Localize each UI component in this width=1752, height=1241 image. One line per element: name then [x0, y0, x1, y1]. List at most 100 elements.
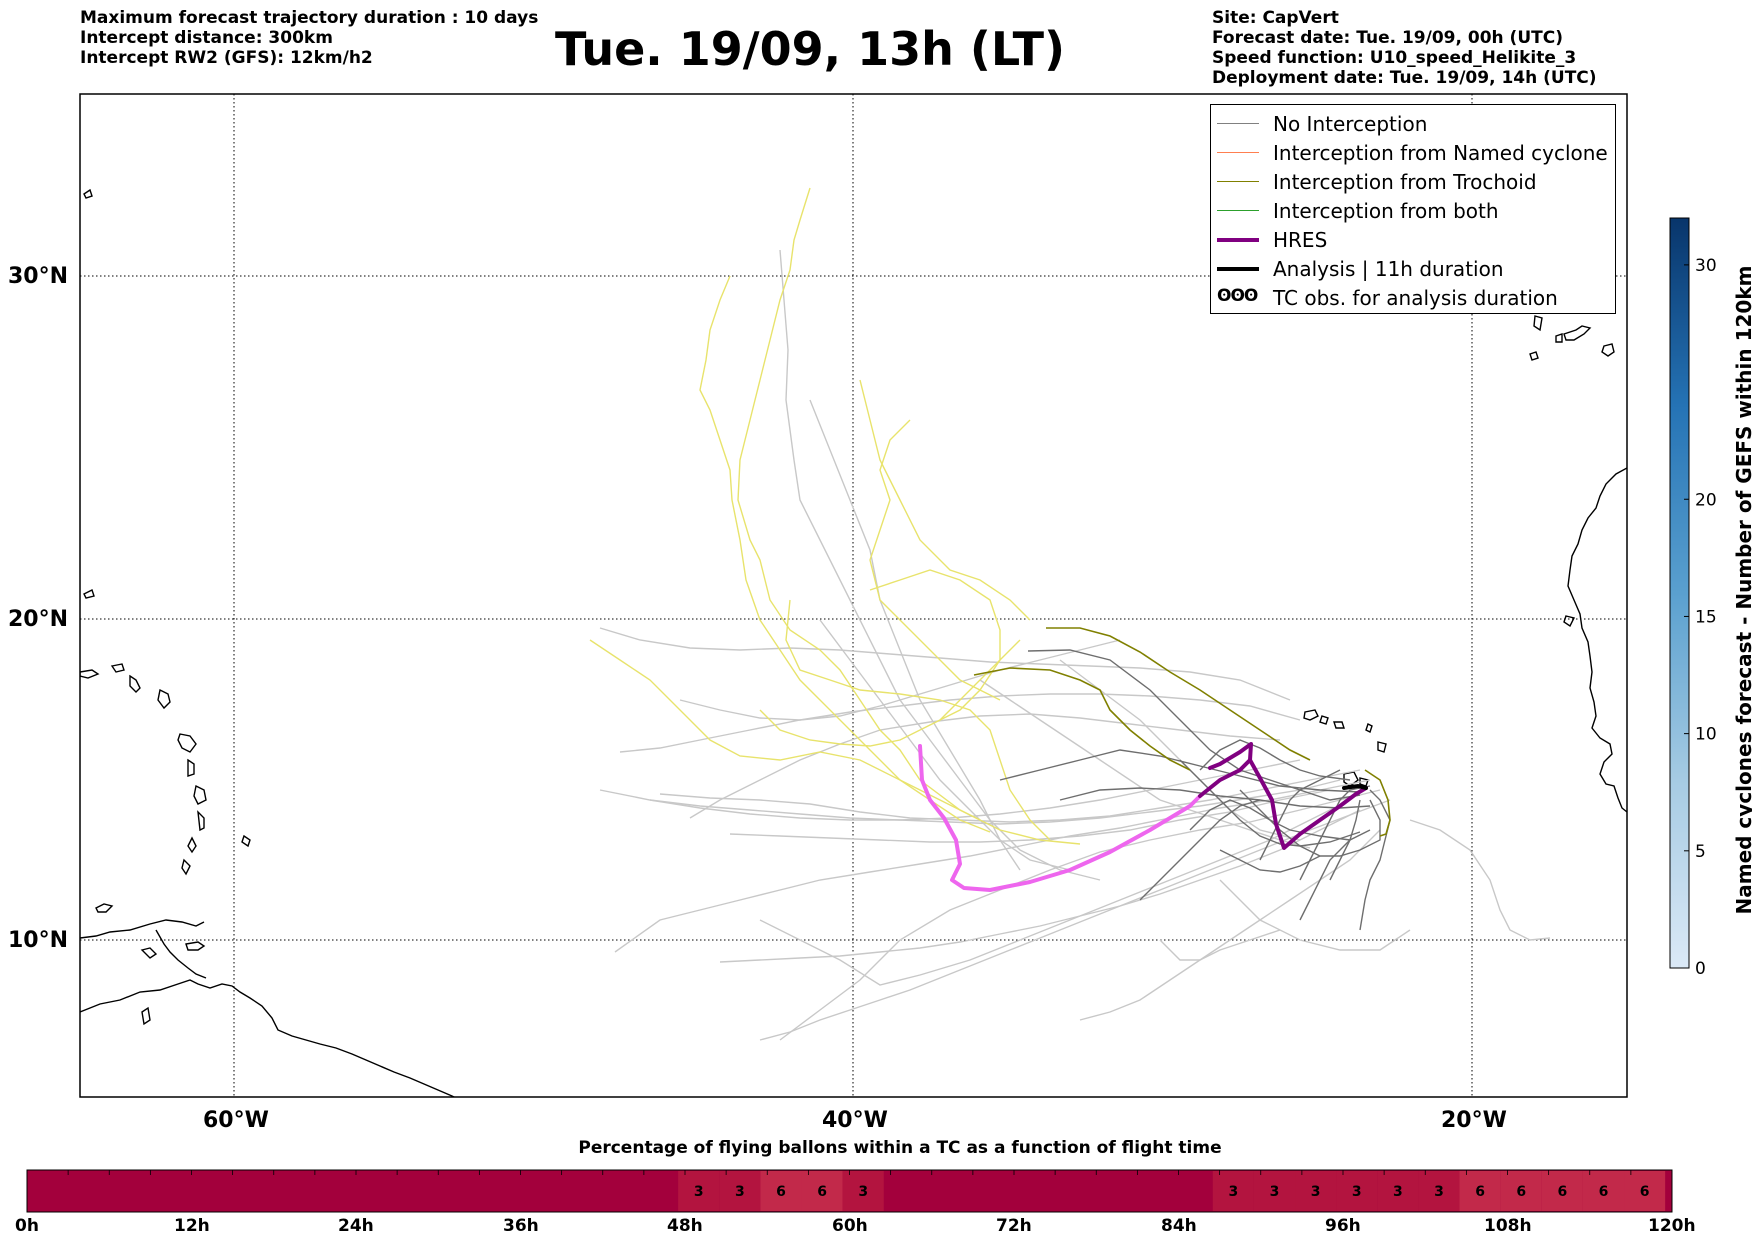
timeline-label: 108h [1484, 1216, 1532, 1236]
timeline-label: 0h [15, 1216, 39, 1236]
page-title: Tue. 19/09, 13h (LT) [555, 22, 1065, 76]
header-right-line: Deployment date: Tue. 19/09, 14h (UTC) [1212, 68, 1597, 88]
legend-swatch [1217, 259, 1259, 279]
timeline-cell-value: 3 [1311, 1184, 1321, 1200]
timeline-cell [719, 1171, 761, 1211]
timeline-cell-value: 3 [1270, 1184, 1280, 1200]
timeline-cell [1418, 1171, 1460, 1211]
lon-label: 20°W [1441, 1108, 1507, 1133]
timeline-label: 96h [1325, 1216, 1361, 1236]
legend-label: Interception from Trochoid [1273, 169, 1537, 194]
coastline-americas [80, 188, 456, 1097]
timeline-label: 24h [338, 1216, 374, 1236]
lat-label: 30°N [8, 264, 69, 289]
legend-item-named-cyclone: Interception from Named cyclone [1211, 138, 1615, 167]
timeline-cell-value: 6 [776, 1184, 786, 1200]
timeline-cell-value: 6 [1516, 1184, 1526, 1200]
timeline-cell-value: 6 [1640, 1184, 1650, 1200]
legend-label: Analysis | 11h duration [1273, 256, 1504, 281]
timeline-cell-value: 3 [1393, 1184, 1403, 1200]
lon-label: 60°W [203, 1108, 269, 1133]
tracks-no-interception-dark [999, 649, 1391, 931]
legend: No Interception Interception from Named … [1210, 104, 1616, 314]
timeline-cell-value: 3 [1228, 1184, 1238, 1200]
colorbar-tick-label: 0 [1695, 959, 1706, 979]
timeline-title: Percentage of flying ballons within a TC… [578, 1138, 1222, 1158]
timeline-cell-value: 6 [1475, 1184, 1485, 1200]
lat-label: 20°N [8, 607, 69, 632]
tracks-trochoid [973, 627, 1391, 837]
tracks-yellow [589, 187, 1081, 845]
legend-item-both: Interception from both [1211, 196, 1615, 225]
timeline-ticks [26, 1170, 1673, 1175]
legend-label: HRES [1273, 227, 1328, 252]
timeline-cell [801, 1171, 843, 1211]
timeline-cell [1624, 1171, 1666, 1211]
timeline-cell [760, 1171, 802, 1211]
timeline-label: 72h [996, 1216, 1032, 1236]
legend-swatch [1217, 230, 1259, 250]
header-right-line: Site: CapVert [1212, 8, 1339, 28]
legend-label: TC obs. for analysis duration [1273, 285, 1558, 310]
header-right-line: Forecast date: Tue. 19/09, 00h (UTC) [1212, 28, 1563, 48]
header-right-line: Speed function: U10_speed_Helikite_3 [1212, 48, 1577, 68]
tc-symbol-icon: ʘʘʘ [1217, 285, 1258, 306]
timeline-cell [1336, 1171, 1378, 1211]
legend-swatch [1217, 143, 1259, 163]
timeline-cell [1500, 1171, 1542, 1211]
header-left-line: Intercept distance: 300km [80, 28, 333, 48]
timeline-cell [1582, 1171, 1625, 1211]
legend-item-no-interception: No Interception [1211, 109, 1615, 138]
legend-item-tc-obs: ʘʘʘ TC obs. for analysis duration [1211, 283, 1615, 312]
colorbar-label-text: Named cyclones forecast - Number of GEFS… [1732, 265, 1752, 915]
legend-swatch [1217, 172, 1259, 192]
legend-label: Interception from both [1273, 198, 1499, 223]
track-analysis [1342, 783, 1368, 790]
colorbar-label: Named cyclones forecast - Number of GEFS… [1724, 220, 1752, 960]
timeline-label: 48h [667, 1216, 703, 1236]
timeline-bar: 3 3 6 6 3 3 3 3 3 3 3 6 6 6 6 6 [26, 1169, 1673, 1213]
lat-label: 10°N [8, 928, 69, 953]
track-hres [918, 742, 1368, 892]
legend-item-trochoid: Interception from Trochoid [1211, 167, 1615, 196]
timeline-label: 12h [174, 1216, 210, 1236]
header-left-line: Maximum forecast trajectory duration : 1… [80, 8, 539, 28]
header-left-info: Maximum forecast trajectory duration : 1… [80, 8, 538, 68]
legend-item-hres: HRES [1211, 225, 1615, 254]
timeline-label: 120h [1648, 1216, 1696, 1236]
timeline-cell [1541, 1171, 1583, 1211]
colorbar-tick-label: 10 [1695, 725, 1717, 745]
timeline-cell [1295, 1171, 1337, 1211]
timeline-cell-value: 3 [858, 1184, 868, 1200]
colorbar-ticks: 0 5 10 15 20 30 [1684, 256, 1717, 979]
timeline-cell-value: 3 [1352, 1184, 1362, 1200]
legend-label: Interception from Named cyclone [1273, 140, 1608, 165]
timeline-cell-value: 3 [694, 1184, 704, 1200]
legend-swatch: ʘʘʘ [1217, 285, 1259, 308]
timeline-label: 84h [1161, 1216, 1197, 1236]
timeline-cell [1212, 1171, 1254, 1211]
legend-swatch [1217, 201, 1259, 221]
timeline-cell [1253, 1171, 1296, 1211]
timeline-cell [1459, 1171, 1501, 1211]
timeline-cell-value: 3 [735, 1184, 745, 1200]
timeline-cell-value: 3 [1434, 1184, 1444, 1200]
timeline-cell-value: 6 [1557, 1184, 1567, 1200]
timeline-cell [678, 1171, 720, 1211]
colorbar-tick-label: 5 [1695, 842, 1706, 862]
legend-swatch [1217, 114, 1259, 134]
coastline-africa [1303, 315, 1627, 813]
timeline-cells: 3 3 6 6 3 3 3 3 3 3 3 6 6 6 6 6 [678, 1171, 1666, 1211]
header-left-line: Intercept RW2 (GFS): 12km/h2 [80, 48, 373, 68]
timeline-cell-value: 6 [817, 1184, 827, 1200]
legend-item-analysis: Analysis | 11h duration [1211, 254, 1615, 283]
timeline-label: 36h [503, 1216, 539, 1236]
timeline-label: 60h [832, 1216, 868, 1236]
legend-label: No Interception [1273, 111, 1428, 136]
colorbar-named-cyclones: 0 5 10 15 20 30 [1669, 217, 1717, 979]
timeline-cell-value: 6 [1599, 1184, 1609, 1200]
timeline-cell [1377, 1171, 1419, 1211]
header-right-info: Site: CapVert Forecast date: Tue. 19/09,… [1212, 8, 1597, 88]
timeline-cell [842, 1171, 884, 1211]
